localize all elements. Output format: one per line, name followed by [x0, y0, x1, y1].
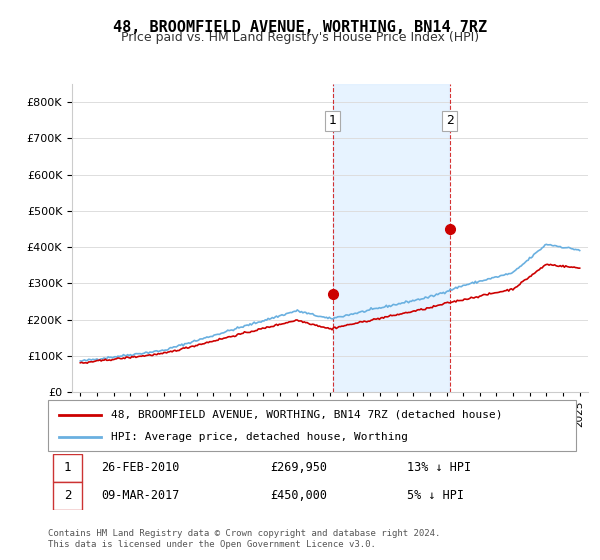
- Text: HPI: Average price, detached house, Worthing: HPI: Average price, detached house, Wort…: [112, 432, 409, 442]
- FancyBboxPatch shape: [53, 482, 82, 510]
- Text: Contains HM Land Registry data © Crown copyright and database right 2024.
This d: Contains HM Land Registry data © Crown c…: [48, 529, 440, 549]
- Text: 1: 1: [64, 461, 71, 474]
- Text: 13% ↓ HPI: 13% ↓ HPI: [407, 461, 471, 474]
- Text: £269,950: £269,950: [270, 461, 327, 474]
- Text: 26-FEB-2010: 26-FEB-2010: [101, 461, 179, 474]
- Text: 2: 2: [446, 114, 454, 128]
- FancyBboxPatch shape: [53, 454, 82, 482]
- Text: 5% ↓ HPI: 5% ↓ HPI: [407, 489, 464, 502]
- Text: £450,000: £450,000: [270, 489, 327, 502]
- Text: 48, BROOMFIELD AVENUE, WORTHING, BN14 7RZ: 48, BROOMFIELD AVENUE, WORTHING, BN14 7R…: [113, 20, 487, 35]
- FancyBboxPatch shape: [48, 400, 576, 451]
- Text: 09-MAR-2017: 09-MAR-2017: [101, 489, 179, 502]
- Text: Price paid vs. HM Land Registry's House Price Index (HPI): Price paid vs. HM Land Registry's House …: [121, 31, 479, 44]
- Text: 2: 2: [64, 489, 71, 502]
- Text: 1: 1: [329, 114, 337, 128]
- Text: 48, BROOMFIELD AVENUE, WORTHING, BN14 7RZ (detached house): 48, BROOMFIELD AVENUE, WORTHING, BN14 7R…: [112, 409, 503, 419]
